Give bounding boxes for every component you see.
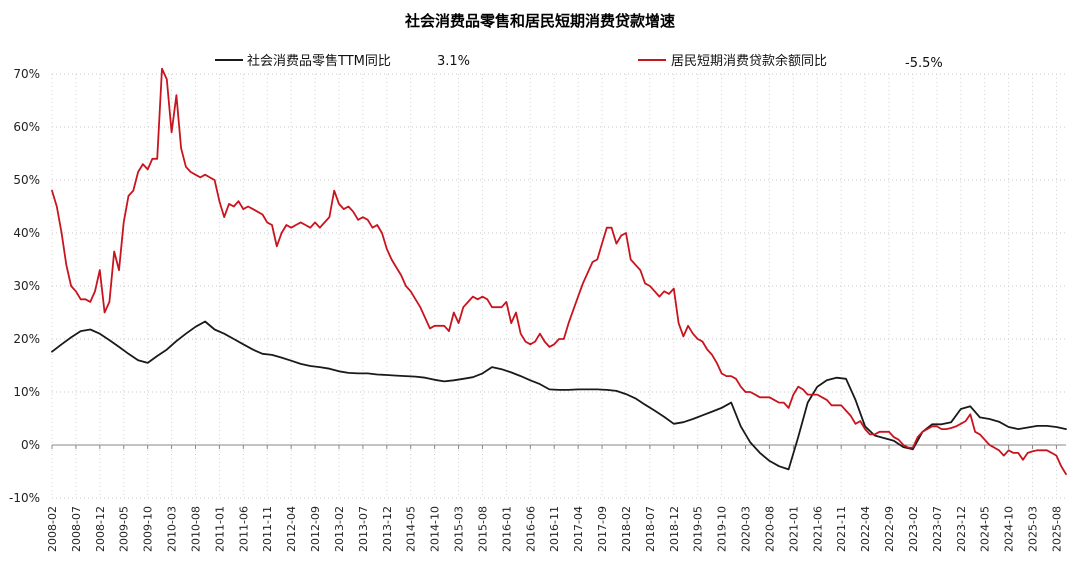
- x-tick-label: 2025-08: [1050, 506, 1063, 552]
- x-tick-label: 2014-05: [405, 506, 418, 552]
- plot-area: [51, 67, 1067, 476]
- x-tick-label: 2018-12: [668, 506, 681, 552]
- x-tick-label: 2025-03: [1027, 506, 1040, 552]
- x-tick-label: 2019-05: [692, 506, 705, 552]
- y-axis: -10% 0% 10% 20% 30% 40% 50% 60% 70%: [9, 67, 40, 505]
- x-tick-label: 2008-12: [94, 506, 107, 552]
- x-tick-label: 2021-06: [811, 506, 824, 552]
- legend-value-retail: 3.1%: [437, 54, 470, 69]
- x-tick-label: 2014-10: [429, 506, 442, 552]
- x-tick-label: 2020-08: [763, 506, 776, 552]
- x-tick-label: 2016-11: [548, 506, 561, 552]
- legend: 社会消费品零售TTM同比 3.1% 居民短期消费贷款余额同比 -5.5%: [215, 53, 943, 71]
- y-tick-label: 70%: [13, 67, 40, 81]
- grid: [51, 73, 1066, 499]
- x-tick-label: 2012-04: [285, 506, 298, 552]
- x-tick-label: 2016-01: [500, 506, 513, 552]
- legend-label-retail: 社会消费品零售TTM同比: [247, 53, 391, 69]
- x-tick-label: 2015-03: [453, 506, 466, 552]
- x-tick-label: 2022-09: [883, 506, 896, 552]
- x-tick-label: 2008-07: [70, 506, 83, 552]
- chart-title: 社会消费品零售和居民短期消费贷款增速: [404, 12, 675, 30]
- x-tick-label: 2016-06: [524, 506, 537, 552]
- y-tick-label: 0%: [21, 438, 40, 452]
- x-tick-label: 2019-10: [716, 506, 729, 552]
- x-tick-label: 2013-12: [381, 506, 394, 552]
- x-tick-label: 2018-02: [620, 506, 633, 552]
- series-line-retail: [51, 320, 1067, 471]
- x-tick-label: 2015-08: [476, 506, 489, 552]
- x-tick-label: 2011-11: [261, 506, 274, 552]
- x-tick-label: 2024-10: [1003, 506, 1016, 552]
- x-tick-label: 2024-05: [979, 506, 992, 552]
- x-tick-label: 2011-06: [237, 506, 250, 552]
- x-tick-label: 2009-10: [142, 506, 155, 552]
- x-tick-label: 2020-03: [740, 506, 753, 552]
- x-axis: 2008-02 2008-07 2008-12 2009-05 2009-10 2010-…: [46, 445, 1063, 552]
- series-line-loan: [51, 67, 1067, 476]
- x-tick-label: 2009-05: [118, 506, 131, 552]
- x-tick-label: 2021-11: [835, 506, 848, 552]
- x-tick-label: 2022-04: [859, 506, 872, 552]
- legend-label-loan: 居民短期消费贷款余额同比: [671, 53, 827, 69]
- x-tick-label: 2017-09: [596, 506, 609, 552]
- x-tick-label: 2023-07: [931, 506, 944, 552]
- y-tick-label: 60%: [13, 120, 40, 134]
- x-tick-label: 2010-08: [189, 506, 202, 552]
- y-tick-label: -10%: [9, 491, 40, 505]
- x-tick-label: 2023-12: [955, 506, 968, 552]
- x-tick-label: 2011-01: [213, 506, 226, 552]
- x-tick-label: 2018-07: [644, 506, 657, 552]
- y-tick-label: 30%: [13, 279, 40, 293]
- x-tick-label: 2012-09: [309, 506, 322, 552]
- x-tick-label: 2023-02: [907, 506, 920, 552]
- x-tick-label: 2013-07: [357, 506, 370, 552]
- y-tick-label: 10%: [13, 385, 40, 399]
- x-tick-label: 2021-01: [787, 506, 800, 552]
- x-tick-label: 2010-03: [166, 506, 179, 552]
- y-tick-label: 20%: [13, 332, 40, 346]
- x-tick-label: 2017-04: [572, 506, 585, 552]
- x-tick-label: 2013-02: [333, 506, 346, 552]
- y-tick-label: 50%: [13, 173, 40, 187]
- legend-value-loan: -5.5%: [905, 56, 943, 71]
- y-tick-label: 40%: [13, 226, 40, 240]
- x-tick-label: 2008-02: [46, 506, 59, 552]
